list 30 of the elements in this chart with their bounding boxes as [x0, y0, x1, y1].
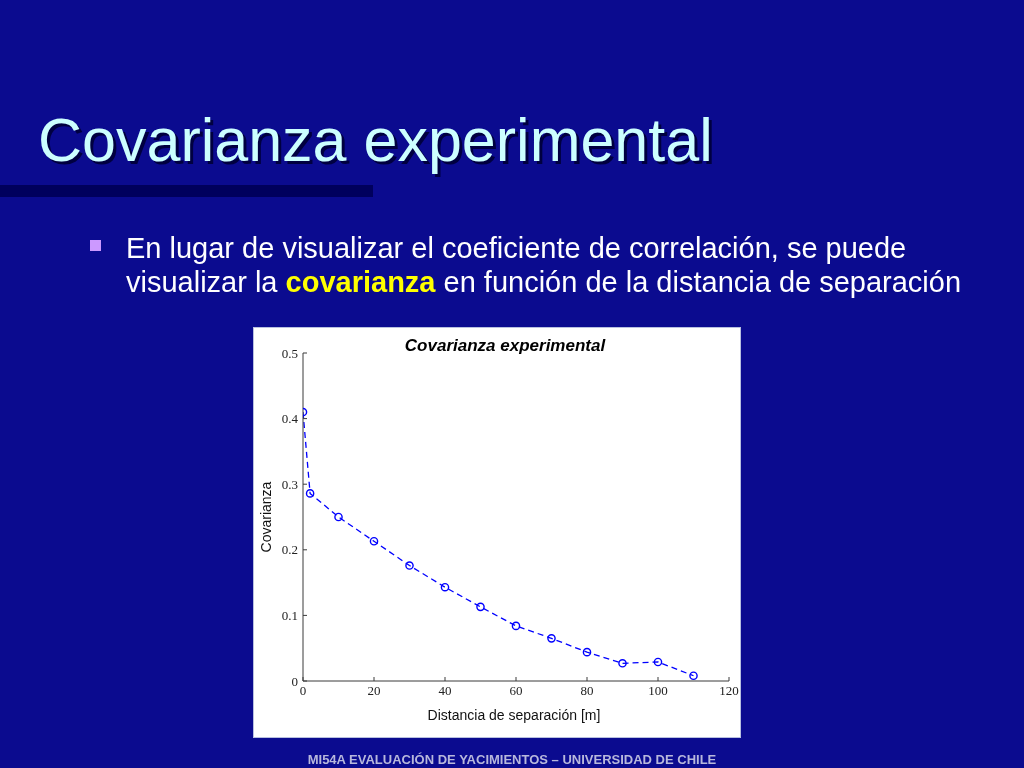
x-axis-title: Distancia de separación [m] — [427, 706, 601, 723]
point — [405, 561, 414, 570]
y-axis-title: Covarianza — [257, 481, 274, 553]
text: en función de la distancia de separación — [443, 266, 962, 298]
point — [476, 602, 485, 612]
x-tick-label: 100 — [648, 682, 668, 698]
point — [440, 582, 450, 592]
point — [689, 671, 698, 681]
y-tick-label: 0.1 — [281, 607, 298, 623]
y-tick-label: 0.5 — [281, 345, 298, 361]
point — [582, 647, 592, 657]
point — [511, 621, 521, 631]
y-tick-label: 0.2 — [281, 542, 298, 558]
point — [618, 658, 627, 668]
point — [334, 512, 343, 522]
y-tick-label: 0.4 — [281, 411, 299, 427]
x-tick-label: 120 — [719, 682, 739, 698]
point — [305, 489, 315, 498]
point — [653, 657, 663, 667]
x-tick-label: 40 — [438, 682, 452, 698]
x-tick-label: 80 — [580, 682, 594, 698]
y-tick-label: 0.3 — [281, 476, 298, 492]
point — [547, 634, 556, 643]
x-tick-label: 60 — [509, 682, 523, 698]
text: covarianza — [285, 266, 436, 298]
text: MI54A EVALUACIÓN DE YACIMIENTOS – UNIVERSIDAD DE CHILE — [306, 752, 718, 768]
point — [369, 536, 379, 546]
text: Covarianza experimental — [38, 106, 713, 174]
chart-title: Covarianza experimental — [404, 336, 606, 355]
x-tick-label: 20 — [367, 682, 381, 698]
